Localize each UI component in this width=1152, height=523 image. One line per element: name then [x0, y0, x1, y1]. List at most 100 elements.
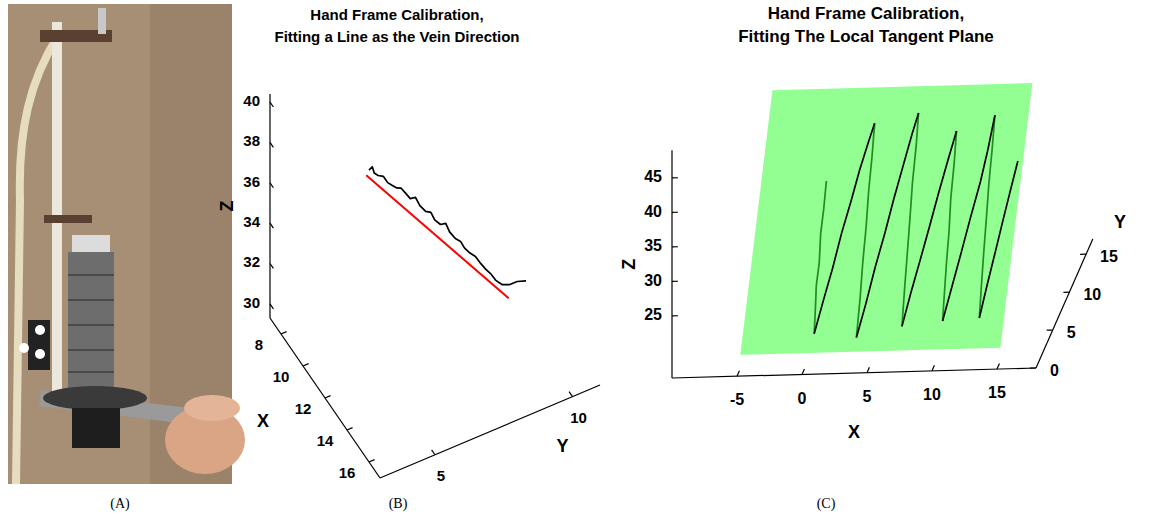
tick-label: 45: [644, 168, 662, 185]
axis-line: [380, 385, 600, 478]
panel-label: (A): [110, 496, 130, 512]
axis-title: X: [257, 411, 269, 431]
tick-label: 40: [243, 92, 260, 109]
trajectory-line: [366, 175, 508, 298]
top-post: [98, 8, 106, 34]
ribbon-cable: [16, 36, 58, 484]
tick-mark: [1063, 292, 1069, 293]
tick-mark: [270, 223, 273, 228]
tick-label: 10: [570, 409, 587, 426]
tick-mark: [270, 183, 273, 188]
tick-label: 10: [923, 386, 941, 403]
tick-mark: [347, 428, 353, 430]
tick-mark: [867, 367, 869, 372]
tick-mark: [432, 450, 435, 455]
tick-mark: [270, 304, 273, 309]
lower-cylinder: [72, 408, 120, 448]
collar: [72, 235, 110, 253]
tick-label: 5: [863, 388, 872, 405]
tangent-plane: [740, 83, 1032, 355]
tick-label: 30: [243, 294, 260, 311]
tick-label: 32: [243, 253, 260, 270]
tick-label: 12: [295, 400, 312, 417]
chart-title: Hand Frame Calibration, Fitting The Local…: [738, 4, 994, 46]
marker-bracket: [28, 320, 50, 370]
tick-label: -5: [730, 391, 744, 408]
tick-label: 25: [644, 306, 662, 323]
trajectory-line: [814, 113, 1018, 338]
tick-mark: [932, 365, 934, 370]
tick-label: 16: [339, 464, 356, 481]
metal-cylinder: [68, 252, 114, 390]
tick-mark: [672, 212, 678, 213]
tick-mark: [325, 396, 331, 398]
axis-line: [671, 150, 672, 378]
tick-mark: [672, 246, 678, 247]
tick-mark: [270, 142, 273, 147]
axes: -50510150510152530354045XYZ: [619, 150, 1126, 441]
chart-title-line: Hand Frame Calibration,: [768, 4, 964, 23]
tick-mark: [303, 364, 309, 366]
mid-bracket: [44, 215, 92, 223]
marker-ball: [19, 343, 29, 353]
tick-mark: [369, 460, 375, 462]
rod: [52, 22, 62, 402]
tick-label: 8: [255, 336, 263, 353]
chart-title-line: Hand Frame Calibration,: [310, 6, 483, 23]
tick-label: 36: [243, 173, 260, 190]
chart-panel: Hand Frame Calibration, Fitting a Line as…: [217, 6, 600, 512]
plot-area: [740, 83, 1032, 355]
axis-title: Z: [619, 259, 639, 270]
tick-mark: [270, 264, 273, 269]
panel-label: (C): [817, 496, 836, 512]
axis-title: X: [848, 422, 860, 442]
tick-label: 10: [273, 368, 290, 385]
tick-label: 10: [1083, 286, 1101, 303]
tick-label: 35: [644, 237, 662, 254]
tick-mark: [672, 315, 678, 316]
axis-line: [1036, 239, 1093, 368]
marker-ball: [35, 349, 45, 359]
axis-line: [269, 94, 270, 318]
axis-line: [672, 368, 1036, 378]
cylinder-ring: [68, 324, 114, 326]
photo-panel: [8, 4, 245, 484]
tick-mark: [997, 364, 999, 369]
tick-label: 14: [317, 432, 334, 449]
figure: (A) Hand Frame Calibration, Fitting a Line…: [0, 0, 1152, 523]
tick-label: 0: [798, 390, 807, 407]
tick-mark: [802, 369, 804, 374]
tick-label: 40: [644, 203, 662, 220]
cylinder-ring: [68, 349, 114, 351]
marker-ball: [35, 325, 45, 335]
chart-title-line: Fitting The Local Tangent Plane: [738, 27, 994, 46]
tick-mark: [737, 371, 739, 376]
tick-label: 30: [644, 272, 662, 289]
tick-mark: [672, 177, 678, 178]
trajectory-line: [369, 167, 526, 285]
tick-mark: [1030, 367, 1036, 368]
axis-title: Y: [556, 436, 568, 456]
tick-mark: [1047, 329, 1053, 330]
cylinder-ring: [68, 371, 114, 373]
tick-label: 38: [243, 132, 260, 149]
chart-panel: Hand Frame Calibration, Fitting The Local…: [619, 4, 1126, 512]
tick-mark: [569, 392, 572, 397]
tick-label: 15: [988, 384, 1006, 401]
thumb: [184, 395, 240, 421]
panel-label: (B): [389, 496, 408, 512]
chart-title: Hand Frame Calibration, Fitting a Line as…: [274, 6, 519, 45]
tick-label: 34: [243, 213, 260, 230]
plot-area: [366, 167, 526, 298]
tick-mark: [672, 281, 678, 282]
tick-mark: [270, 102, 273, 107]
chart-title-line: Fitting a Line as the Vein Direction: [274, 28, 519, 45]
axes: 810121416510303234363840XYZ: [217, 92, 600, 484]
tick-label: 15: [1100, 248, 1118, 265]
base: [43, 386, 147, 410]
tick-mark: [281, 332, 287, 334]
axis-title: Y: [1114, 212, 1126, 232]
cylinder-ring: [68, 299, 114, 301]
tick-label: 5: [437, 467, 445, 484]
tick-label: 0: [1050, 362, 1059, 379]
